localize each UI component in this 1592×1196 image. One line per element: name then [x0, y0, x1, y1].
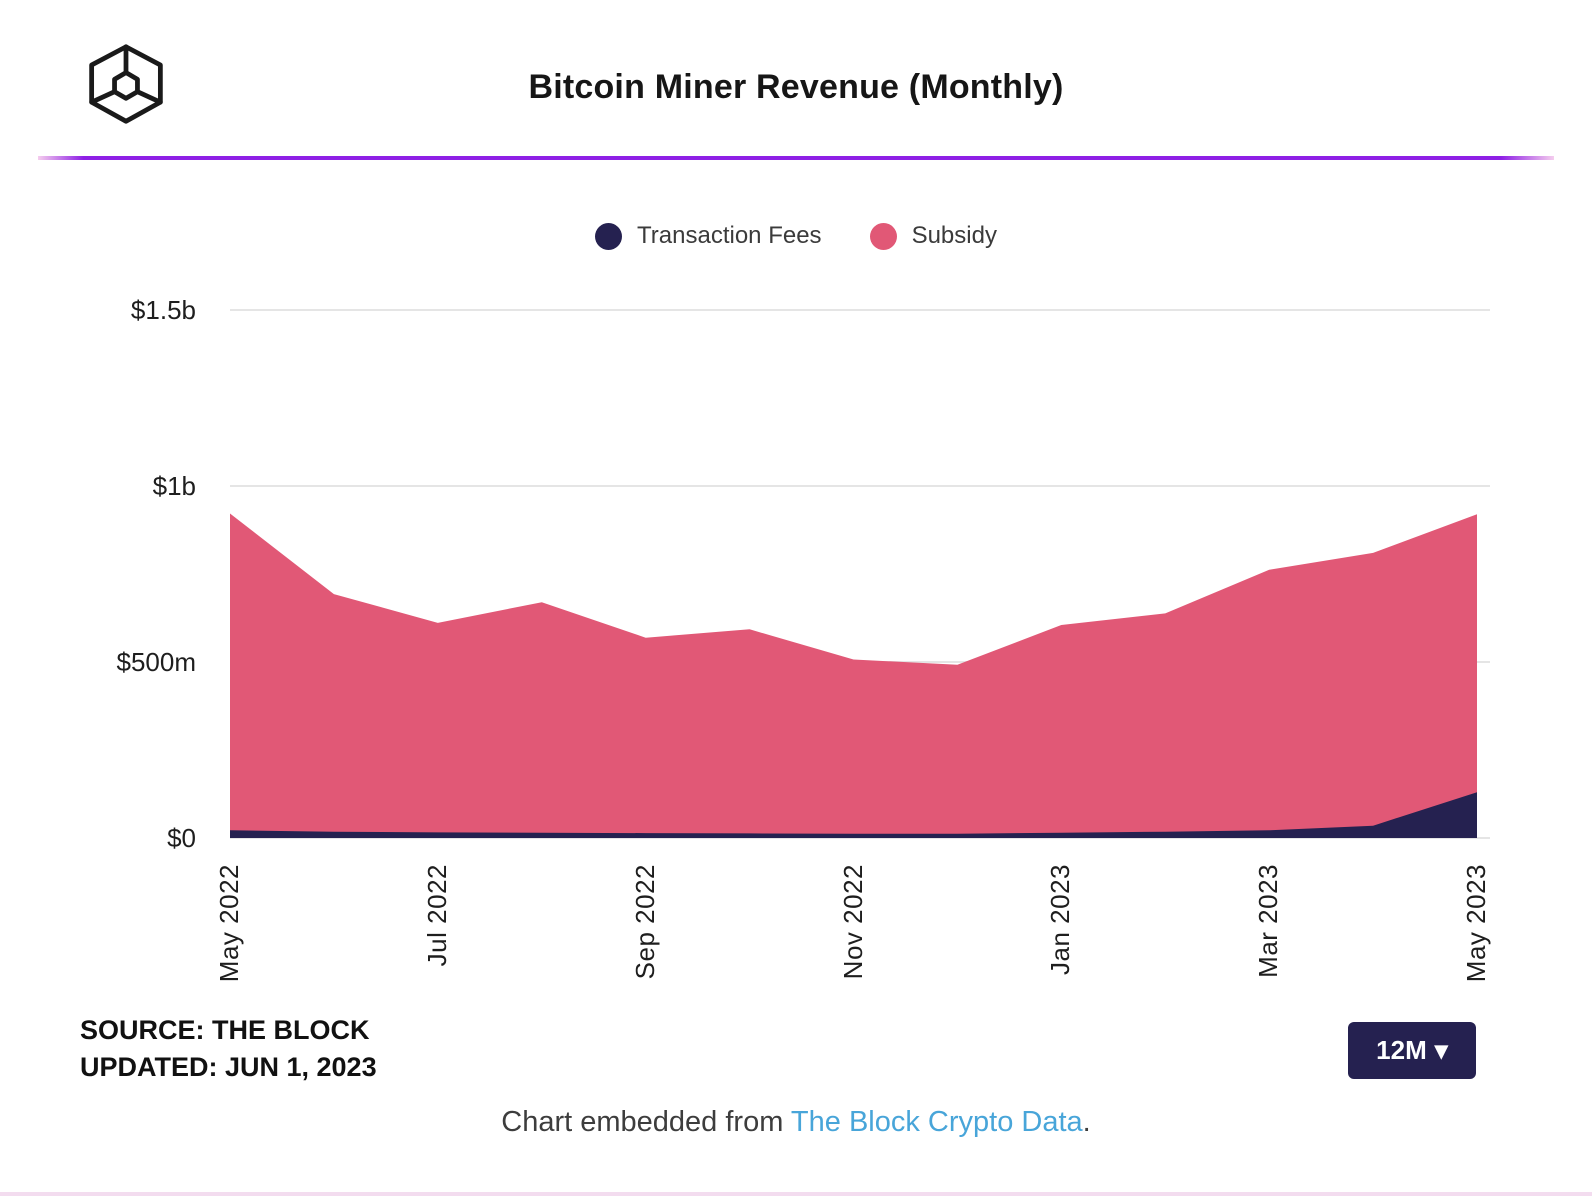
- bottom-accent-line: [0, 1192, 1592, 1196]
- y-axis-tick-label: $1b: [152, 471, 196, 501]
- x-axis-tick-label: May 2023: [1461, 864, 1491, 983]
- area-subsidy[interactable]: [230, 513, 1477, 839]
- x-axis-tick-label: Mar 2023: [1253, 864, 1284, 978]
- source-block: SOURCE: THE BLOCK UPDATED: JUN 1, 2023: [80, 1012, 377, 1086]
- legend-item-subsidy[interactable]: Subsidy: [869, 222, 997, 250]
- embed-caption-suffix: .: [1082, 1106, 1091, 1138]
- legend-label: Subsidy: [911, 222, 997, 249]
- range-label: 12M: [1376, 1035, 1427, 1065]
- x-axis-tick-label: May 2022: [214, 864, 244, 983]
- updated-text: UPDATED: JUN 1, 2023: [80, 1052, 377, 1082]
- embed-link[interactable]: The Block Crypto Data: [790, 1106, 1083, 1138]
- the-block-logo-icon[interactable]: [84, 38, 168, 132]
- x-axis-tick-label: Jul 2022: [421, 864, 452, 967]
- y-axis-tick-label: $500m: [116, 647, 197, 677]
- source-text: SOURCE: THE BLOCK: [80, 1015, 370, 1045]
- embed-caption-text: Chart embedded from: [501, 1106, 784, 1138]
- area-transaction-fees[interactable]: [230, 792, 1477, 838]
- legend-dot-transaction-fees-icon: [595, 222, 623, 250]
- legend: Transaction Fees Subsidy: [0, 222, 1592, 250]
- y-axis-tick-label: $1.5b: [130, 295, 196, 325]
- legend-label: Transaction Fees: [637, 222, 822, 249]
- x-axis-tick-label: Nov 2022: [837, 864, 868, 980]
- legend-item-transaction-fees[interactable]: Transaction Fees: [595, 222, 822, 250]
- embed-caption: Chart embedded from The Block Crypto Dat…: [0, 1106, 1592, 1139]
- chart-plot[interactable]: [230, 300, 1490, 840]
- y-axis-tick-label: $0: [167, 823, 196, 853]
- header-accent-divider: [38, 156, 1554, 160]
- caret-down-icon: ▾: [1434, 1035, 1448, 1065]
- range-dropdown-button[interactable]: 12M ▾: [1348, 1022, 1476, 1079]
- chart-title: Bitcoin Miner Revenue (Monthly): [528, 68, 1064, 106]
- x-axis-tick-label: Sep 2022: [629, 864, 660, 980]
- x-axis-tick-label: Jan 2023: [1045, 864, 1076, 975]
- legend-dot-subsidy-icon: [869, 222, 897, 250]
